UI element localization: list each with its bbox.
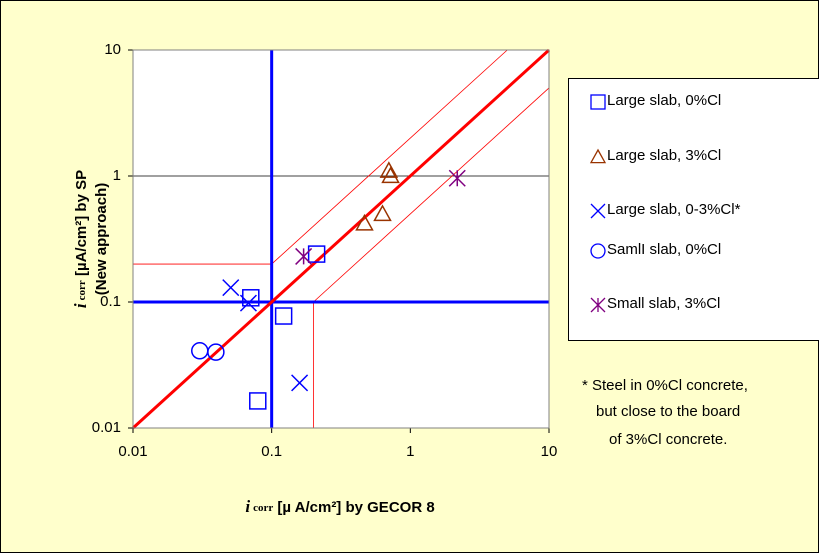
y-axis-label: icorr [µA/cm²] by SP (New approach)	[71, 170, 110, 308]
y-tick-label: 10	[104, 41, 121, 58]
x-tick-label: 1	[406, 443, 414, 460]
legend	[568, 78, 819, 341]
footnote: * Steel in 0%Cl concrete,	[582, 377, 748, 394]
marker	[379, 161, 399, 178]
legend-marker	[590, 243, 606, 259]
legend-marker	[590, 203, 606, 219]
marker	[291, 374, 309, 392]
y-axis-label-line: (New approach)	[93, 183, 110, 296]
y-axis-label-line: icorr [µA/cm²] by SP	[71, 170, 90, 308]
x-tick-label: 0.01	[118, 443, 147, 460]
marker	[295, 247, 313, 265]
marker	[222, 279, 240, 297]
marker	[307, 245, 326, 263]
x-tick-label: 10	[541, 443, 558, 460]
band-upper	[271, 49, 508, 265]
y-tick-label: 0.01	[92, 419, 121, 436]
legend-label: Large slab, 3%Cl	[607, 147, 721, 164]
identity-line	[131, 48, 551, 430]
plot-border	[132, 49, 550, 429]
legend-label: Small slab, 3%Cl	[607, 295, 720, 312]
legend-label: Large slab, 0-3%Cl*	[607, 201, 741, 218]
band-lower	[313, 87, 550, 303]
x-axis-label: i corr [µ A/cm²] by GECOR 8	[245, 497, 434, 516]
y-tick-label: 0.1	[100, 293, 121, 310]
y-tick-label: 1	[113, 167, 121, 184]
legend-label: Large slab, 0%Cl	[607, 92, 721, 109]
marker	[448, 169, 466, 187]
legend-label: SamlI slab, 0%Cl	[607, 241, 721, 258]
legend-marker	[590, 297, 606, 313]
legend-marker	[589, 148, 607, 164]
x-tick-label: 0.1	[261, 443, 282, 460]
marker	[373, 204, 392, 222]
marker	[355, 213, 374, 231]
marker	[249, 392, 267, 410]
marker	[207, 343, 225, 361]
marker	[381, 166, 400, 184]
legend-marker	[590, 94, 606, 110]
marker	[239, 294, 257, 312]
marker	[274, 307, 293, 325]
footnote: but close to the board	[596, 403, 740, 420]
footnote: of 3%Cl concrete.	[609, 431, 727, 448]
